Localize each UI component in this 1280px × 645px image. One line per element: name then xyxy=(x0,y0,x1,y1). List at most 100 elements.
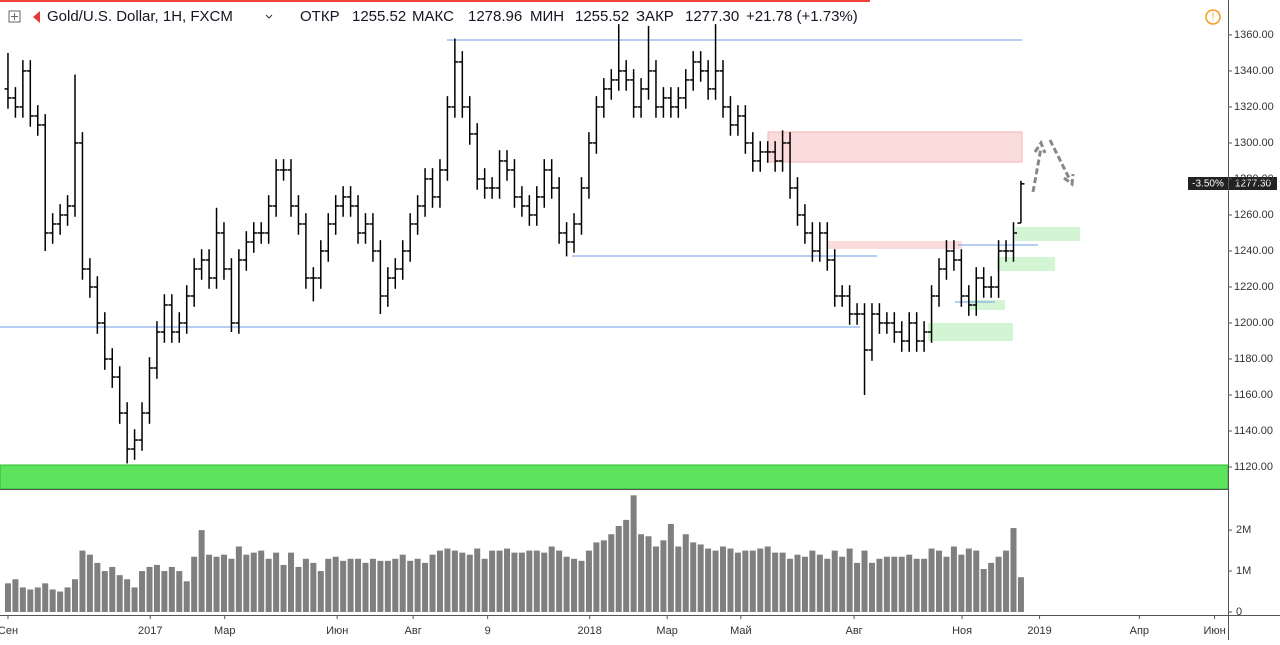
volume-bar xyxy=(734,552,741,612)
forecast-arrow xyxy=(1031,139,1047,193)
volume-bar xyxy=(496,550,503,612)
x-tick-label: Мар xyxy=(214,625,236,637)
volume-bar xyxy=(675,546,682,612)
volume-bar xyxy=(369,558,376,612)
volume-bar xyxy=(712,550,719,612)
volume-bar xyxy=(898,556,905,612)
volume-bar xyxy=(288,552,295,612)
y-tick-label: 1240.00 xyxy=(1234,245,1274,257)
volume-bar xyxy=(652,546,659,612)
y-tick-label: 1300.00 xyxy=(1234,137,1274,149)
volume-bar xyxy=(801,556,808,612)
volume-bar xyxy=(49,589,56,612)
volume-bar xyxy=(42,583,49,612)
volume-bar xyxy=(325,558,332,612)
change-badge xyxy=(1188,177,1228,190)
volume-bar xyxy=(727,548,734,612)
volume-bar xyxy=(168,566,175,612)
volume-bar xyxy=(511,552,518,612)
volume-bar xyxy=(839,556,846,612)
volume-bar xyxy=(220,554,227,612)
volume-bar xyxy=(973,550,980,612)
forecast-arrow xyxy=(1048,139,1075,187)
volume-bar xyxy=(816,554,823,612)
volume-bar xyxy=(585,550,592,612)
x-tick-label: 2018 xyxy=(577,625,601,637)
volume-bar xyxy=(34,587,41,612)
volume-bar xyxy=(548,546,555,612)
x-tick-label: Сен xyxy=(0,625,18,637)
volume-bar xyxy=(94,562,101,612)
volume-bar xyxy=(295,566,302,612)
volume-bar xyxy=(429,554,436,612)
volume-bar xyxy=(988,562,995,612)
volume-bar xyxy=(682,534,689,612)
volume-bar xyxy=(906,554,913,612)
volume-bar xyxy=(868,562,875,612)
volume-bar xyxy=(943,556,950,612)
volume-bar xyxy=(64,587,71,612)
x-tick-label: Июн xyxy=(1203,625,1225,637)
volume-bar xyxy=(213,556,220,612)
volume-bar xyxy=(615,526,622,612)
volume-bar xyxy=(526,550,533,612)
y-tick-label: 1180.00 xyxy=(1234,353,1273,365)
volume-bar xyxy=(198,530,205,612)
volume-bar xyxy=(258,550,265,612)
volume-bar xyxy=(1003,550,1010,612)
last-price-badge xyxy=(1229,177,1277,190)
volume-bar xyxy=(667,523,674,612)
volume-bar xyxy=(436,550,443,612)
warning-icon[interactable] xyxy=(1205,9,1221,25)
symbol-title[interactable]: Gold/U.S. Dollar, 1H, FXCM xyxy=(47,8,233,25)
volume-bar xyxy=(355,558,362,612)
volume-bar xyxy=(347,558,354,612)
volume-bar xyxy=(176,571,183,612)
volume-bar xyxy=(1010,528,1017,612)
volume-bar xyxy=(265,558,272,612)
volume-bar xyxy=(913,558,920,612)
volume-bar xyxy=(392,558,399,612)
volume-bar xyxy=(928,548,935,612)
symbol-icon xyxy=(33,11,40,23)
collapse-button[interactable] xyxy=(8,10,21,23)
last-price-label: 1277.30 xyxy=(1235,179,1272,190)
volume-bar xyxy=(861,550,868,612)
y-tick-label: 1160.00 xyxy=(1234,389,1273,401)
volume-bar xyxy=(593,542,600,612)
volume-bar xyxy=(891,556,898,612)
x-tick-label: 2019 xyxy=(1027,625,1051,637)
volume-bar xyxy=(139,571,146,612)
volume-bar xyxy=(504,548,511,612)
dropdown-icon[interactable] xyxy=(265,14,273,19)
volume-bar xyxy=(936,550,943,612)
volume-bar xyxy=(191,556,198,612)
volume-bar xyxy=(250,552,257,612)
y-tick-label: 1320.00 xyxy=(1234,101,1274,113)
volume-bar xyxy=(124,579,131,612)
volume-bar xyxy=(995,556,1002,612)
volume-bar xyxy=(630,495,637,612)
volume-bar xyxy=(228,558,235,612)
x-tick-label: Апр xyxy=(1130,625,1149,637)
volume-bar xyxy=(541,552,548,612)
volume-bar xyxy=(965,548,972,612)
volume-bar xyxy=(384,560,391,612)
volume-bar xyxy=(153,564,160,612)
drawings xyxy=(0,39,1229,490)
volume-bar xyxy=(146,566,153,612)
volume-bar xyxy=(824,558,831,612)
volume-bar xyxy=(854,562,861,612)
loading-bar xyxy=(0,0,870,2)
toolbar[interactable] xyxy=(8,10,40,23)
volume-bar xyxy=(332,556,339,612)
volume-bar xyxy=(779,552,786,612)
high-label: МАКС xyxy=(412,8,454,25)
volume-bar xyxy=(317,571,324,612)
y-tick-label: 1220.00 xyxy=(1234,281,1274,293)
x-tick-label: Мар xyxy=(656,625,678,637)
low-value: 1255.52 xyxy=(575,8,629,25)
volume-bar xyxy=(377,560,384,612)
y-tick-label: 1120.00 xyxy=(1234,461,1273,473)
open-value: 1255.52 xyxy=(352,8,406,25)
